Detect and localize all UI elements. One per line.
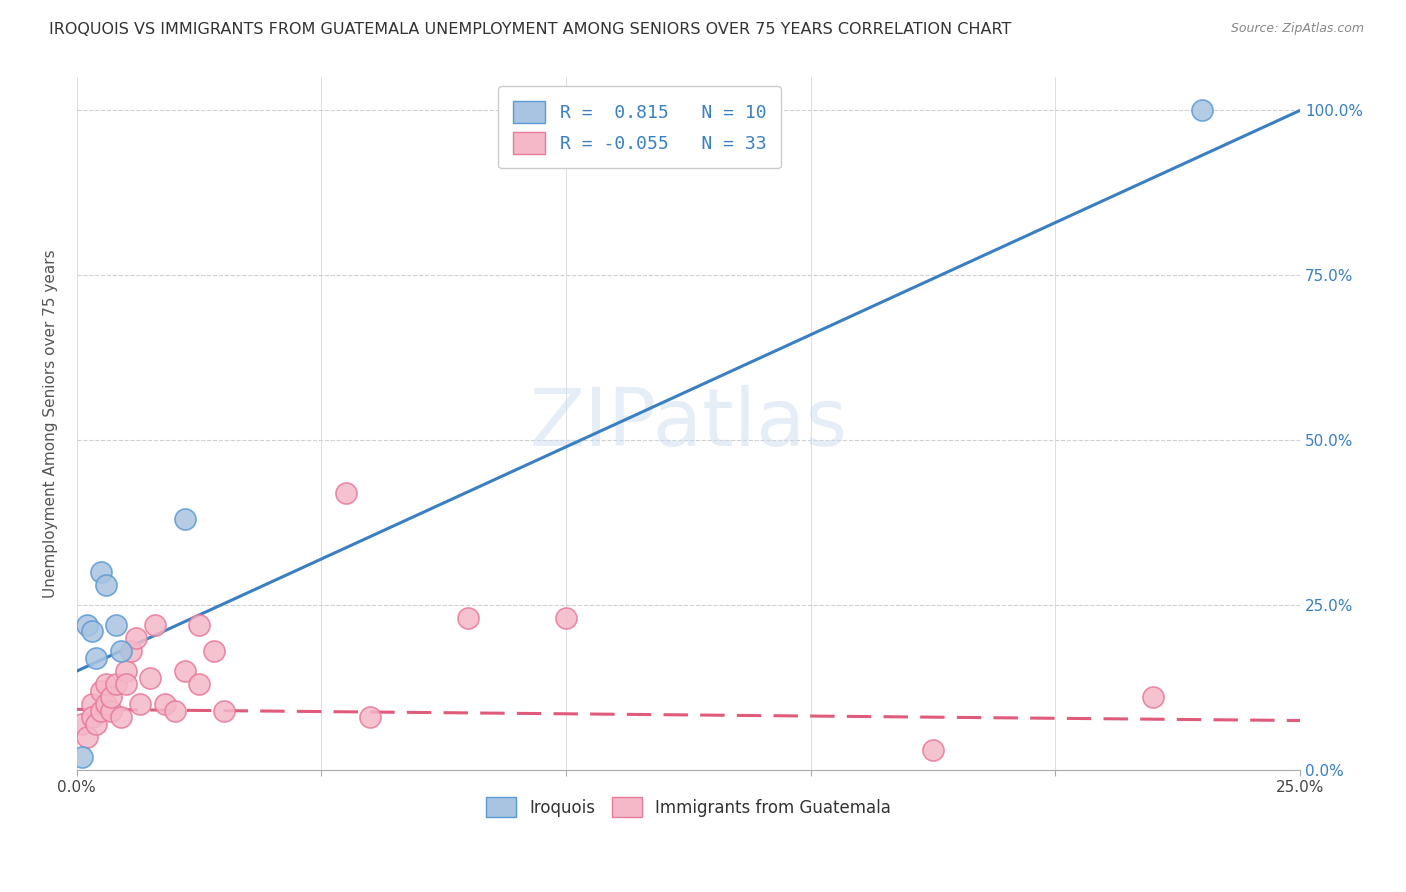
Point [173, 512, 195, 526]
Point [202, 644, 225, 658]
Point [96, 697, 118, 711]
Point [114, 664, 136, 678]
Point [86, 651, 108, 665]
Point [457, 611, 479, 625]
Point [922, 743, 945, 757]
Point [335, 486, 357, 500]
Point [359, 710, 381, 724]
Point [555, 611, 578, 625]
Point [163, 704, 186, 718]
Point [70, 749, 93, 764]
Point [1142, 690, 1164, 705]
Point [1191, 103, 1213, 118]
Point [80, 697, 103, 711]
Point [120, 644, 142, 658]
Point [100, 704, 122, 718]
Point [173, 664, 195, 678]
Point [139, 671, 162, 685]
Point [90, 683, 112, 698]
Point [124, 631, 146, 645]
Point [114, 677, 136, 691]
Point [96, 578, 118, 592]
Point [80, 624, 103, 639]
Point [212, 704, 235, 718]
Text: Source: ZipAtlas.com: Source: ZipAtlas.com [1230, 22, 1364, 36]
Point [188, 618, 211, 632]
Point [105, 618, 128, 632]
Point [76, 730, 98, 744]
Point [143, 618, 166, 632]
Text: ZIPatlas: ZIPatlas [530, 384, 848, 463]
Point [110, 710, 132, 724]
Point [188, 677, 211, 691]
Y-axis label: Unemployment Among Seniors over 75 years: Unemployment Among Seniors over 75 years [44, 250, 58, 598]
Point [105, 677, 128, 691]
Legend: Iroquois, Immigrants from Guatemala: Iroquois, Immigrants from Guatemala [479, 790, 897, 824]
Point [153, 697, 176, 711]
Text: IROQUOIS VS IMMIGRANTS FROM GUATEMALA UNEMPLOYMENT AMONG SENIORS OVER 75 YEARS C: IROQUOIS VS IMMIGRANTS FROM GUATEMALA UN… [49, 22, 1011, 37]
Point [70, 716, 93, 731]
Point [129, 697, 152, 711]
Point [90, 704, 112, 718]
Point [86, 716, 108, 731]
Point [76, 618, 98, 632]
Point [110, 644, 132, 658]
Point [90, 565, 112, 579]
Point [100, 690, 122, 705]
Point [96, 677, 118, 691]
Point [80, 710, 103, 724]
